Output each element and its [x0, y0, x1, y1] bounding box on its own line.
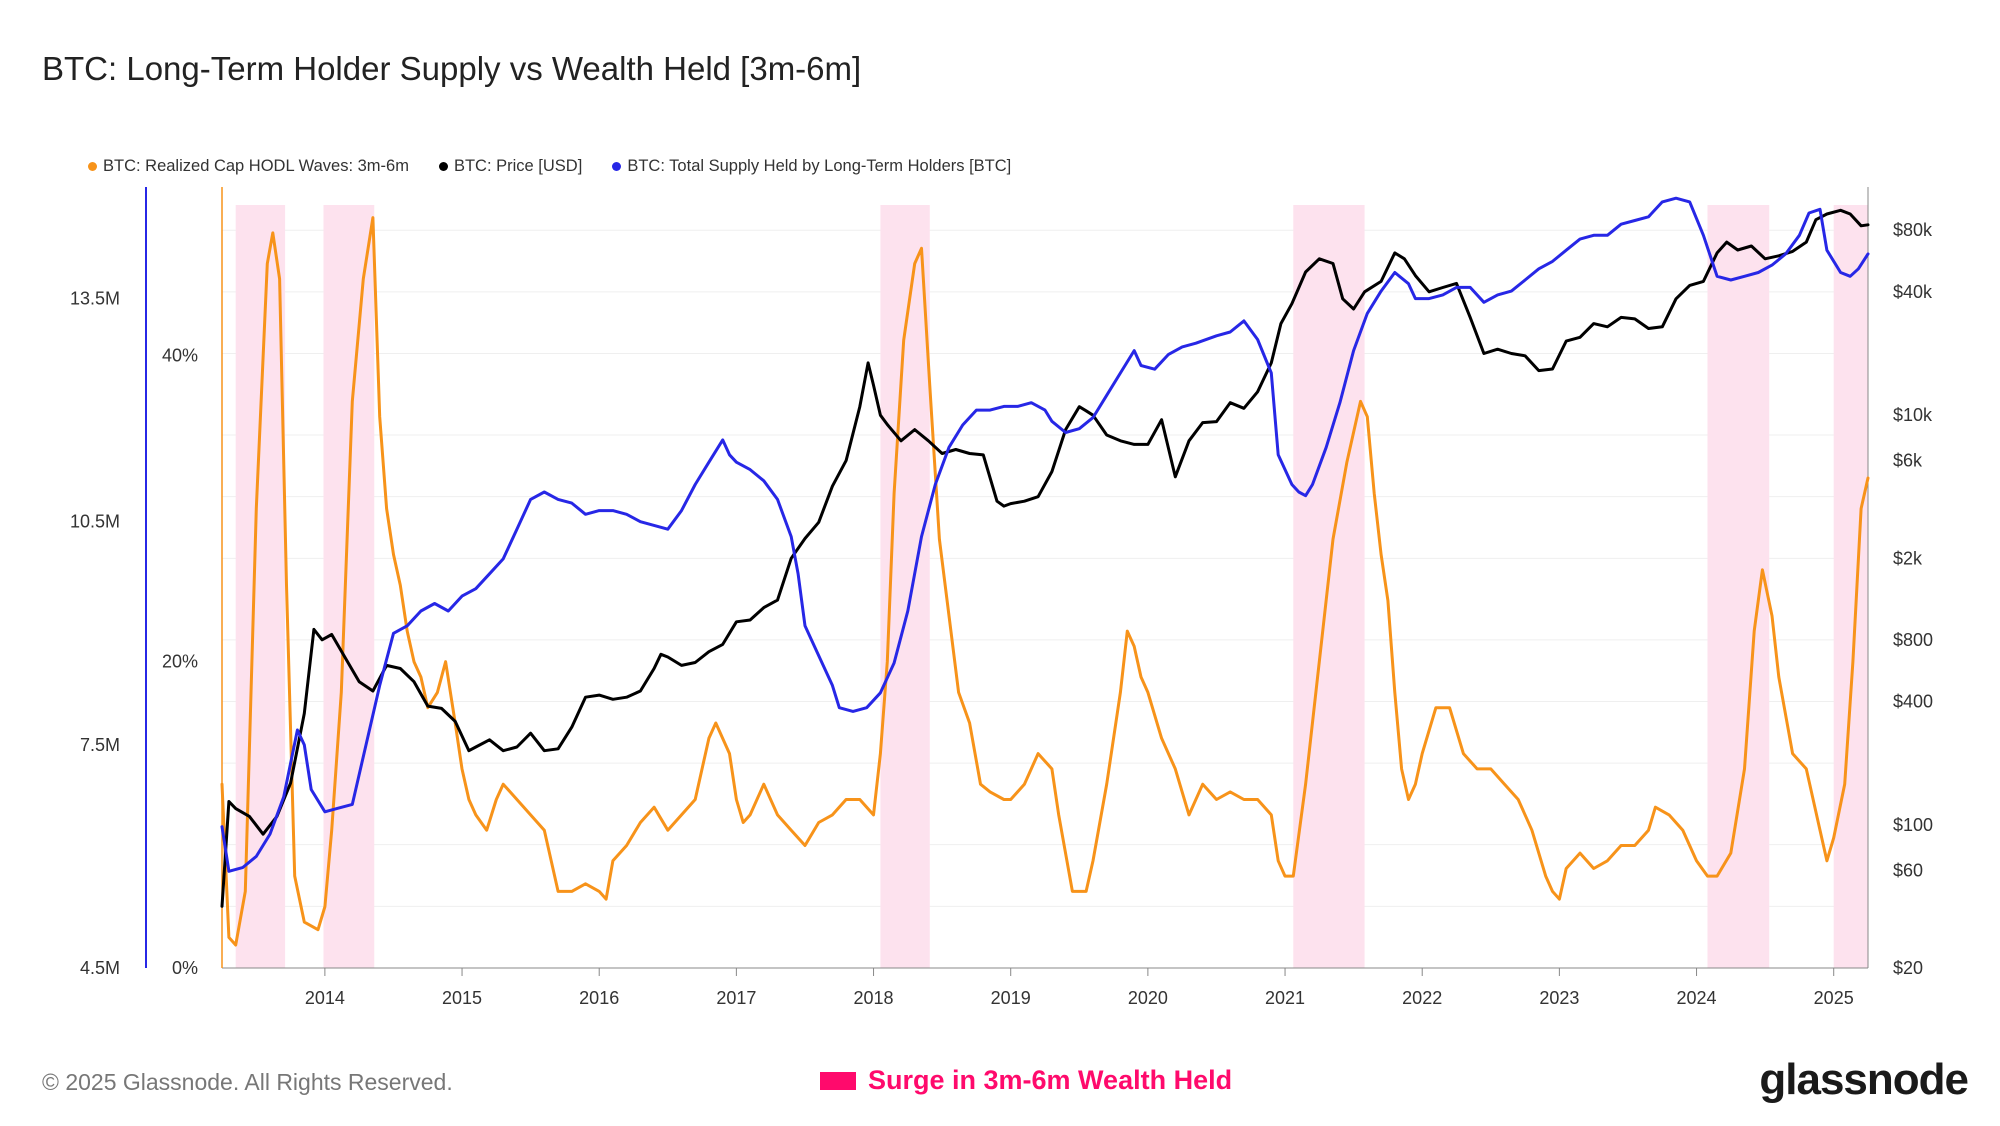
legend-label-lth-supply: BTC: Total Supply Held by Long-Term Hold…	[627, 157, 1012, 175]
supply-tick-label-0: 4.5M	[80, 958, 120, 978]
highlight-period-5	[1833, 205, 1868, 968]
price-tick-label-5: $2k	[1893, 548, 1923, 568]
legend-label-price: BTC: Price [USD]	[453, 157, 583, 175]
supply-tick-label-1: 7.5M	[80, 735, 120, 755]
legend-label-hodl-waves: BTC: Realized Cap HODL Waves: 3m-6m	[103, 157, 409, 175]
price-tick-label-8: $40k	[1893, 282, 1933, 302]
x-tick-label-2023: 2023	[1539, 988, 1579, 1008]
hodl-tick-label-2: 40%	[162, 345, 198, 365]
price-tick-label-7: $10k	[1893, 405, 1933, 425]
glassnode-logo: glassnode	[1759, 1055, 1969, 1104]
x-tick-label-2014: 2014	[305, 988, 345, 1008]
series-line-price	[220, 208, 1870, 908]
series-line-hodl-waves	[220, 216, 1870, 947]
price-tick-label-3: $400	[1893, 692, 1933, 712]
x-tick-label-2024: 2024	[1677, 988, 1717, 1008]
x-tick-label-2018: 2018	[854, 988, 894, 1008]
price-tick-label-1: $60	[1893, 860, 1923, 880]
legend-item-hodl-waves[interactable]: BTC: Realized Cap HODL Waves: 3m-6m	[88, 157, 409, 176]
highlight-key: Surge in 3m-6m Wealth Held	[820, 1065, 1232, 1096]
hodl-tick-label-0: 0%	[172, 958, 198, 978]
x-tick-label-2025: 2025	[1814, 988, 1854, 1008]
legend-dot-lth-supply	[612, 162, 622, 171]
x-tick-label-2022: 2022	[1402, 988, 1442, 1008]
x-tick-label-2015: 2015	[442, 988, 482, 1008]
price-tick-label-9: $80k	[1893, 220, 1933, 240]
price-tick-label-0: $20	[1893, 958, 1923, 978]
price-tick-label-4: $800	[1893, 630, 1933, 650]
supply-tick-label-2: 10.5M	[70, 512, 120, 532]
chart-title: BTC: Long-Term Holder Supply vs Wealth H…	[42, 50, 862, 87]
copyright-text: © 2025 Glassnode. All Rights Reserved.	[42, 1069, 453, 1095]
x-tick-label-2017: 2017	[716, 988, 756, 1008]
x-tick-label-2019: 2019	[991, 988, 1031, 1008]
x-tick-label-2016: 2016	[579, 988, 619, 1008]
x-tick-label-2020: 2020	[1128, 988, 1168, 1008]
x-tick-label-2021: 2021	[1265, 988, 1305, 1008]
highlight-key-swatch	[820, 1071, 856, 1090]
legend: BTC: Realized Cap HODL Waves: 3m-6m BTC:…	[88, 157, 1011, 176]
legend-dot-hodl-waves	[88, 162, 97, 171]
highlight-period-2	[880, 205, 930, 968]
series-line-lth-supply	[220, 196, 1870, 873]
legend-item-lth-supply[interactable]: BTC: Total Supply Held by Long-Term Hold…	[612, 157, 1011, 176]
supply-tick-label-3: 13.5M	[70, 289, 120, 309]
hodl-tick-label-1: 20%	[162, 652, 198, 672]
price-tick-label-6: $6k	[1893, 451, 1923, 471]
highlight-key-label: Surge in 3m-6m Wealth Held	[868, 1065, 1233, 1095]
price-tick-label-2: $100	[1893, 815, 1933, 835]
highlight-period-0	[235, 205, 286, 968]
legend-item-price[interactable]: BTC: Price [USD]	[438, 157, 583, 176]
legend-dot-price	[438, 162, 448, 171]
